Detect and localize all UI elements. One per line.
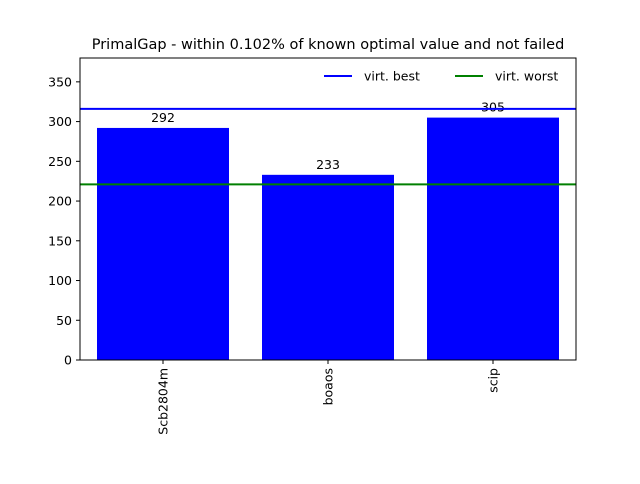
legend-label-virt-best: virt. best xyxy=(364,69,420,84)
bar-value-label-Scb2804m: 292 xyxy=(151,110,175,125)
y-tick-label-300: 300 xyxy=(48,114,72,129)
bar-value-label-scip: 305 xyxy=(481,100,505,115)
y-tick-label-350: 350 xyxy=(48,74,72,89)
y-tick-label-200: 200 xyxy=(48,194,72,209)
y-tick-label-150: 150 xyxy=(48,233,72,248)
reference-lines-layer xyxy=(80,107,576,186)
bar-scip xyxy=(427,117,559,361)
bar-boaos xyxy=(262,174,394,360)
y-tick-label-250: 250 xyxy=(48,154,72,169)
x-tick-label-scip: scip xyxy=(486,368,501,393)
bars-layer: 292 233 305 xyxy=(97,100,559,361)
x-tick-label-boaos: boaos xyxy=(321,368,336,405)
y-tick-label-0: 0 xyxy=(64,353,72,368)
chart-title: PrimalGap - within 0.102% of known optim… xyxy=(92,37,565,53)
y-tick-label-50: 50 xyxy=(56,313,72,328)
plot-frame xyxy=(79,57,577,361)
y-tick-label-100: 100 xyxy=(48,273,72,288)
legend: virt. best virt. worst xyxy=(324,69,558,84)
y-axis: 0 50 100 150 200 250 300 350 xyxy=(48,74,80,368)
x-axis: Scb2804m boaos scip xyxy=(156,360,501,435)
bar-value-label-boaos: 233 xyxy=(316,157,340,172)
legend-label-virt-worst: virt. worst xyxy=(495,69,558,84)
bar-Scb2804m xyxy=(97,127,229,360)
x-tick-label-Scb2804m: Scb2804m xyxy=(156,368,171,435)
